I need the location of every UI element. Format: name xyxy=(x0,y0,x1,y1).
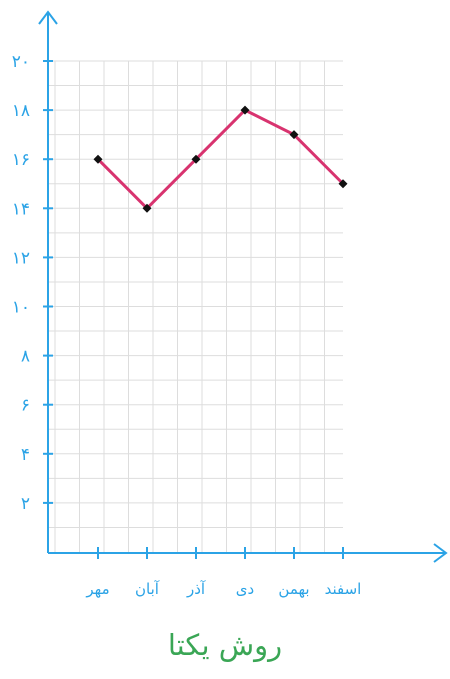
data-point xyxy=(289,130,299,140)
y-axis-arrow xyxy=(38,10,58,25)
x-tick-label: آذر xyxy=(186,580,206,598)
x-tick-label: مهر xyxy=(85,580,109,598)
x-tick-label: اسفند xyxy=(325,580,362,598)
y-tick-label: ۲ xyxy=(21,494,30,514)
series-line xyxy=(96,108,345,210)
y-tick-label: ۶ xyxy=(21,396,30,416)
y-tick-label: ۱۸ xyxy=(12,101,30,121)
chart-caption: روش یکتا xyxy=(167,628,283,662)
x-axis-arrow xyxy=(433,543,448,563)
y-tick-label: ۱۴ xyxy=(12,199,30,219)
grid-lines xyxy=(48,60,343,553)
data-point xyxy=(338,179,348,189)
y-tick-label: ۱۲ xyxy=(12,248,30,268)
x-tick-label: آبان xyxy=(135,580,160,598)
x-tick-label: دی xyxy=(236,580,254,598)
data-point xyxy=(142,203,152,213)
y-tick-label: ۴ xyxy=(21,445,30,465)
axes xyxy=(38,10,448,563)
x-tick-label: بهمن xyxy=(278,580,309,598)
y-tick-label: ۱۶ xyxy=(12,150,30,170)
y-tick-label: ۲۰ xyxy=(12,52,30,72)
y-tick-label: ۱۰ xyxy=(12,298,30,318)
x-axis-ticks: مهر آبان آذر دی بهمن اسفند xyxy=(85,547,361,598)
y-axis-ticks: ۲ ۴ ۶ ۸ ۱۰ ۱۲ ۱۴ ۱۶ ۱۸ ۲۰ xyxy=(12,52,53,514)
data-series xyxy=(93,105,348,213)
data-point xyxy=(240,105,250,115)
data-point xyxy=(191,154,201,164)
y-tick-label: ۸ xyxy=(21,347,30,367)
data-point xyxy=(93,154,103,164)
